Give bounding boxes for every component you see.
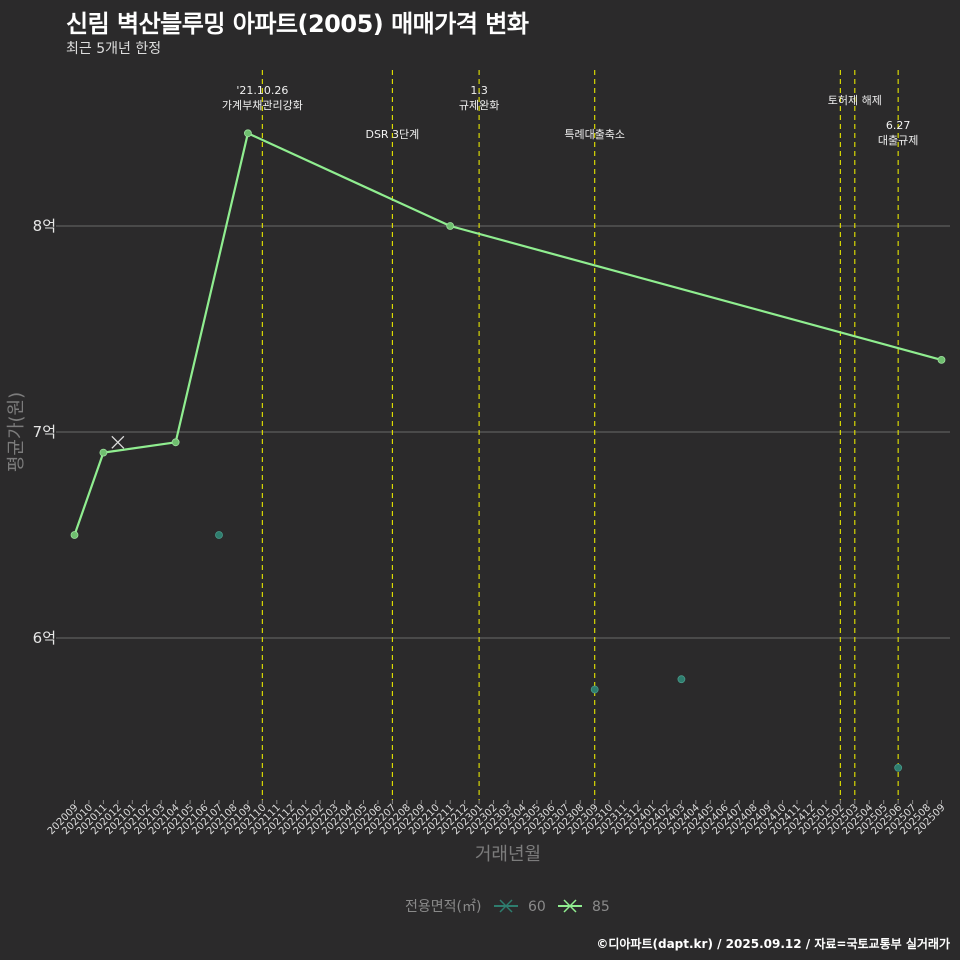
legend-title: 전용면적(㎡) <box>405 899 481 915</box>
series-85-point <box>171 438 180 447</box>
series-60-point <box>590 685 599 694</box>
series-85-point <box>99 448 108 457</box>
x-axis-title: 거래년월 <box>475 844 541 865</box>
legend: 전용면적(㎡) 60 85 <box>405 899 610 915</box>
chart-title: 신림 벽산블루밍 아파트(2005) 매매가격 변화 <box>66 10 529 38</box>
x-axis-ticks: 2020092020102020112020122021012021022021… <box>46 800 948 837</box>
series-85-point <box>937 355 946 364</box>
series-60-point <box>215 531 223 539</box>
policy-event-label: 6.27 <box>886 119 911 132</box>
chart-subtitle: 최근 5개년 한정 <box>66 41 162 57</box>
policy-event-label: '21.10.26 <box>236 84 288 97</box>
legend-key-cross <box>563 899 577 913</box>
policy-event-label: 규제완화 <box>459 99 499 112</box>
source-caption: ©디아파트(dapt.kr) / 2025.09.12 / 자료=국토교통부 실… <box>596 937 950 951</box>
series-85-cross-marker <box>111 435 125 449</box>
legend-key-cross <box>499 899 513 913</box>
policy-event-label: 1.3 <box>470 84 488 97</box>
y-tick-label: 7억 <box>33 423 56 441</box>
series-85-point <box>70 531 79 539</box>
policy-event-label: 토허제 해제 <box>828 93 882 107</box>
legend-items: 60 85 <box>494 899 610 915</box>
legend-label: 85 <box>592 899 610 915</box>
series-layer <box>70 129 946 772</box>
series-60-point <box>894 763 903 772</box>
series-60-point <box>677 675 686 684</box>
y-tick-label: 8억 <box>33 217 56 235</box>
series-85-point <box>243 129 252 138</box>
legend-label: 60 <box>528 899 546 915</box>
y-tick-label: 6억 <box>33 629 56 647</box>
series-85-point <box>446 222 455 230</box>
policy-event-label: 가계부채관리강화 <box>222 99 303 112</box>
policy-event-label: 대출규제 <box>878 134 918 147</box>
y-axis-ticks: 6억 7억 8억 <box>33 217 60 647</box>
policy-event-label: DSR 3단계 <box>365 128 419 141</box>
y-axis-title: 평균가(원) <box>6 392 27 472</box>
policy-event-label: 특례대출축소 <box>564 128 625 141</box>
series-85-line <box>73 132 942 536</box>
grid-layer <box>60 225 950 639</box>
